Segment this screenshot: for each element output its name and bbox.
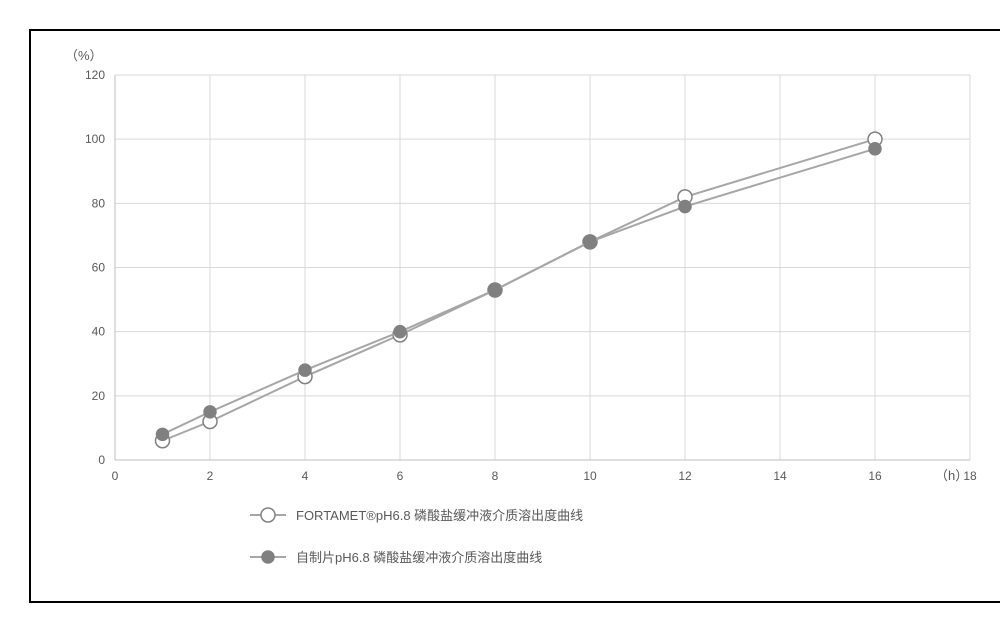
x-tick-label: 8 <box>492 469 499 483</box>
x-tick-label: 12 <box>678 469 692 483</box>
series-marker-1 <box>157 428 169 440</box>
x-tick-label: 2 <box>207 469 214 483</box>
series-marker-1 <box>299 364 311 376</box>
y-tick-label: 20 <box>92 389 106 403</box>
x-tick-label: 6 <box>397 469 404 483</box>
x-tick-label: 14 <box>773 469 787 483</box>
x-tick-label: 10 <box>583 469 597 483</box>
y-tick-label: 40 <box>92 325 106 339</box>
legend-marker-0 <box>261 508 275 522</box>
y-tick-label: 80 <box>92 196 106 210</box>
y-axis-title: （%） <box>65 48 103 63</box>
series-marker-1 <box>679 201 691 213</box>
series-marker-1 <box>489 284 501 296</box>
y-tick-label: 0 <box>98 453 105 467</box>
series-marker-1 <box>204 406 216 418</box>
legend-marker-1 <box>262 551 274 563</box>
series-marker-1 <box>869 143 881 155</box>
legend-label-1: 自制片pH6.8 磷酸盐缓冲液介质溶出度曲线 <box>296 550 542 565</box>
y-tick-label: 60 <box>92 261 106 275</box>
dissolution-chart: 020406080100120024681012141618（%）（h）FORT… <box>20 20 1000 612</box>
y-tick-label: 120 <box>85 68 105 82</box>
x-tick-label: 16 <box>868 469 882 483</box>
x-axis-title: （h） <box>935 468 968 483</box>
y-tick-label: 100 <box>85 132 105 146</box>
series-marker-1 <box>394 326 406 338</box>
series-marker-1 <box>584 236 596 248</box>
x-tick-label: 4 <box>302 469 309 483</box>
x-tick-label: 0 <box>112 469 119 483</box>
legend-label-0: FORTAMET®pH6.8 磷酸盐缓冲液介质溶出度曲线 <box>296 508 583 523</box>
